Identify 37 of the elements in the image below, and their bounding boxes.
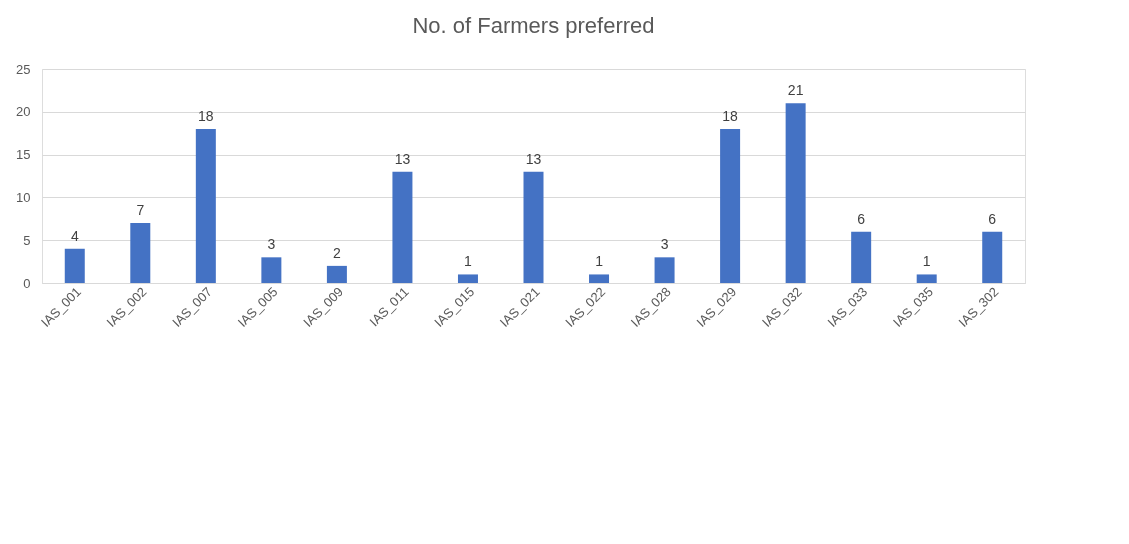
- data-label: 18: [722, 107, 739, 124]
- data-label: 7: [136, 202, 145, 219]
- bar: [720, 128, 741, 283]
- data-label: 18: [198, 107, 214, 124]
- bar: [654, 257, 675, 283]
- bar: [916, 274, 937, 283]
- bar: [261, 257, 282, 283]
- bar: [326, 265, 347, 283]
- data-label: 1: [922, 253, 931, 270]
- bar: [851, 231, 872, 283]
- y-tick-label: 0: [23, 275, 31, 291]
- bar: [457, 274, 478, 283]
- data-label: 13: [525, 150, 542, 167]
- chart-title: No. of Farmers preferred: [412, 13, 655, 38]
- y-tick-label: 25: [16, 61, 31, 77]
- data-label: 1: [595, 253, 604, 270]
- data-label: 3: [660, 236, 669, 253]
- bar: [523, 171, 544, 283]
- y-tick-label: 5: [23, 232, 31, 248]
- bar: [195, 128, 216, 283]
- data-label: 3: [267, 236, 276, 253]
- bar: [130, 223, 151, 283]
- y-tick-label: 15: [16, 147, 31, 163]
- bar: [785, 103, 806, 283]
- bar: [589, 274, 610, 283]
- bar: [982, 231, 1003, 283]
- data-label: 21: [787, 82, 804, 99]
- data-label: 6: [857, 210, 866, 227]
- y-tick-label: 10: [16, 189, 31, 205]
- data-label: 1: [464, 253, 473, 270]
- y-tick-label: 20: [16, 104, 31, 120]
- data-label: 4: [70, 227, 79, 244]
- data-label: 6: [988, 210, 997, 227]
- data-label: 13: [394, 150, 411, 167]
- data-label: 2: [333, 244, 341, 261]
- bar: [64, 248, 85, 283]
- bar: [392, 171, 413, 283]
